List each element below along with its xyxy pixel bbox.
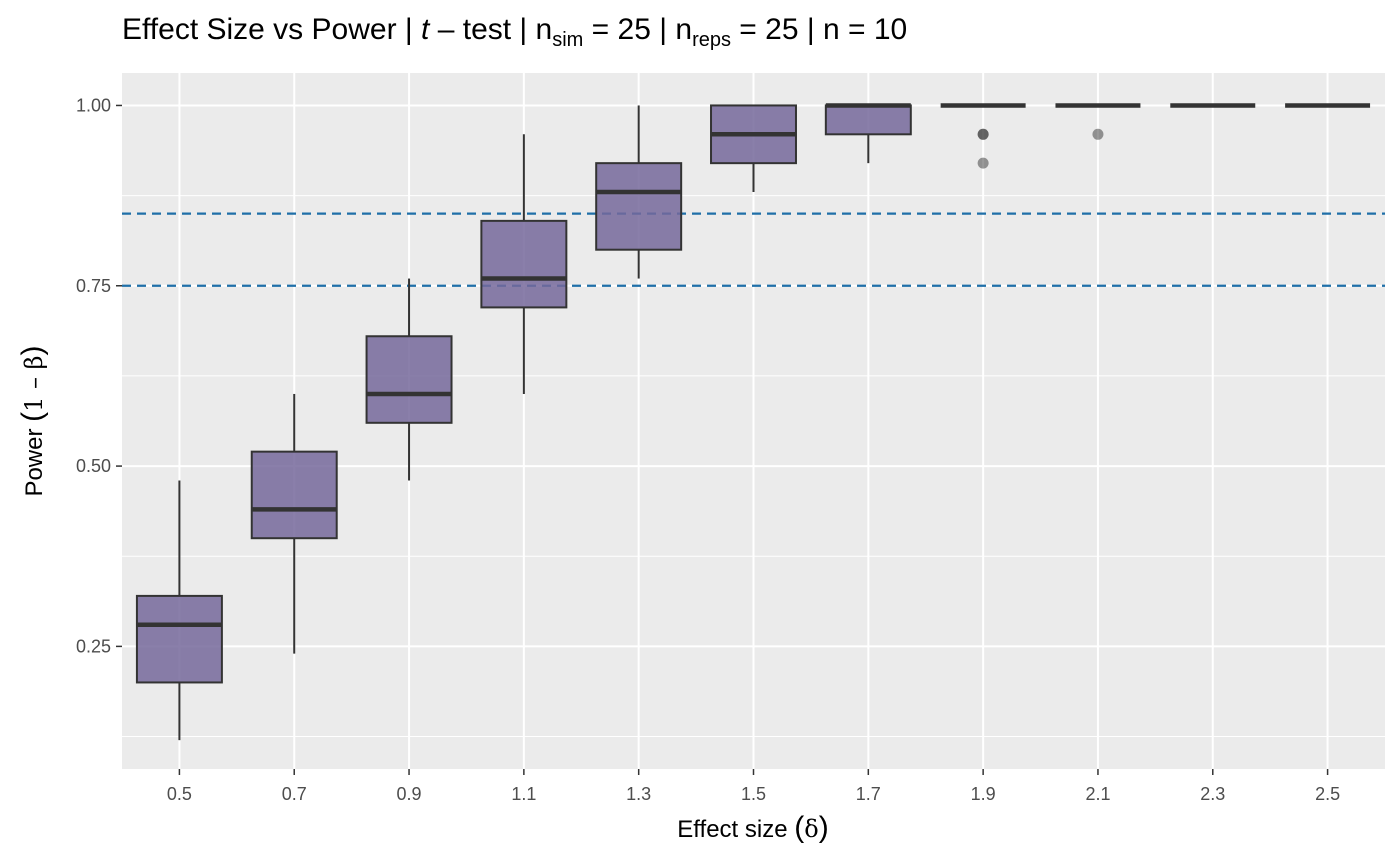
title-test-suffix: – test | n [429,13,552,46]
y-axis-paren-open: ( [16,412,49,422]
reference-lines [122,212,1385,287]
title-nreps-value: = 25 | n = 10 [731,13,907,46]
box [135,594,223,684]
x-tick-label: 0.7 [282,784,307,804]
boxplot-0.9 [365,278,453,481]
outlier-point [977,128,989,140]
box [365,335,453,424]
svg-text:Effect Size vs Power | t – tes: Effect Size vs Power | t – test | nsim =… [122,13,907,51]
x-axis-ticks: 0.5 0.7 0.9 1.1 1.3 1.5 1.7 1.9 2.1 2.3 2.5 [167,769,1340,804]
outlier-point [977,157,989,169]
boxplot-1.3 [595,105,683,279]
boxplot-0.5 [135,480,223,741]
boxplot-1.9 [940,103,1026,169]
boxplot-0.7 [250,393,338,654]
x-tick-label: 1.3 [626,784,651,804]
boxplot-2.1 [1055,103,1141,140]
x-axis-title: Effect size (δ) [677,811,828,844]
x-axis-title-text: Effect size [677,816,794,843]
boxplot-1.1 [480,134,568,394]
box [250,450,338,540]
title-nsim-value: = 25 | n [583,13,692,46]
y-axis-title-text: Power [21,422,48,497]
title-nreps-subscript: reps [692,29,731,51]
boxplots [135,103,1371,741]
svg-text:Power (1 – β): Power (1 – β) [16,345,49,496]
x-tick-label: 1.1 [511,784,536,804]
box [595,162,683,251]
svg-text:Effect size (δ): Effect size (δ) [677,811,828,844]
x-tick-label: 1.5 [741,784,766,804]
y-axis-ticks: 0.25 0.50 0.75 1.00 [76,95,122,656]
title-nsim-subscript: sim [552,29,583,51]
x-tick-label: 2.5 [1315,784,1340,804]
x-tick-label: 1.9 [971,784,996,804]
boxplot-1.7 [824,103,912,164]
y-tick-label: 1.00 [76,95,111,115]
outlier-point [1092,128,1104,140]
x-tick-label: 1.7 [856,784,881,804]
box [824,104,912,136]
y-tick-label: 0.75 [76,276,111,296]
x-axis-paren-close: ) [819,811,829,844]
boxplot-1.5 [710,104,797,193]
x-tick-label: 2.1 [1085,784,1110,804]
y-tick-label: 0.50 [76,456,111,476]
y-axis-title: Power (1 – β) [16,345,49,496]
x-tick-label: 2.3 [1200,784,1225,804]
x-tick-label: 0.5 [167,784,192,804]
title-test-name: t [421,13,431,46]
x-axis-symbol: δ [804,815,818,843]
y-axis-paren-close: ) [16,345,49,355]
x-axis-paren-open: ( [794,811,804,844]
y-axis-symbol: 1 – β [20,355,48,411]
title-prefix: Effect Size vs Power | [122,13,421,46]
title: Effect Size vs Power | t – test | nsim =… [122,13,907,51]
box [480,219,568,309]
y-tick-label: 0.25 [76,636,111,656]
x-tick-label: 0.9 [397,784,422,804]
